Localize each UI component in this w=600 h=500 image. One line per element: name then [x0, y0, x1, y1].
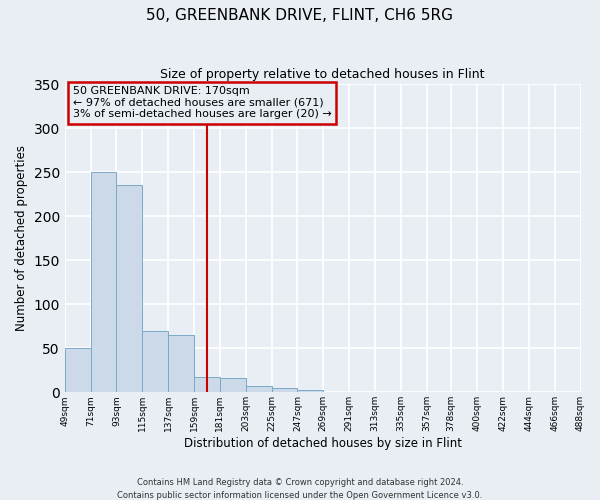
Bar — [194, 378, 220, 392]
Bar — [168, 335, 194, 392]
Bar — [116, 184, 142, 392]
Text: 50 GREENBANK DRIVE: 170sqm
← 97% of detached houses are smaller (671)
3% of semi: 50 GREENBANK DRIVE: 170sqm ← 97% of deta… — [73, 86, 331, 119]
Bar — [142, 330, 168, 392]
Bar — [298, 390, 323, 392]
Y-axis label: Number of detached properties: Number of detached properties — [15, 146, 28, 332]
Text: Contains HM Land Registry data © Crown copyright and database right 2024.
Contai: Contains HM Land Registry data © Crown c… — [118, 478, 482, 500]
X-axis label: Distribution of detached houses by size in Flint: Distribution of detached houses by size … — [184, 437, 461, 450]
Bar — [220, 378, 246, 392]
Bar — [65, 348, 91, 393]
Title: Size of property relative to detached houses in Flint: Size of property relative to detached ho… — [160, 68, 485, 80]
Bar — [91, 172, 116, 392]
Bar — [272, 388, 298, 392]
Bar — [246, 386, 272, 392]
Text: 50, GREENBANK DRIVE, FLINT, CH6 5RG: 50, GREENBANK DRIVE, FLINT, CH6 5RG — [146, 8, 454, 22]
